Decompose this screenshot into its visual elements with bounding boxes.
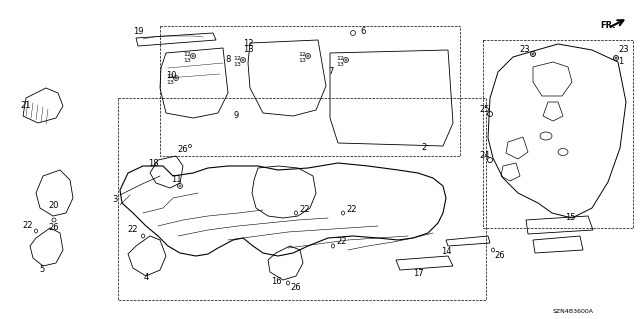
Text: 12: 12 xyxy=(233,56,241,62)
Text: 19: 19 xyxy=(132,26,143,35)
Text: 12: 12 xyxy=(298,53,306,57)
Text: 12: 12 xyxy=(183,53,191,57)
Text: 21: 21 xyxy=(20,100,31,109)
Text: 13: 13 xyxy=(243,46,253,55)
Text: 16: 16 xyxy=(271,278,282,286)
Text: 14: 14 xyxy=(441,248,451,256)
Text: 17: 17 xyxy=(413,270,423,278)
Text: 11: 11 xyxy=(171,175,181,184)
Text: 12: 12 xyxy=(243,39,253,48)
Text: 4: 4 xyxy=(143,273,148,283)
Text: 15: 15 xyxy=(564,213,575,222)
Text: 13: 13 xyxy=(233,62,241,66)
Text: 12: 12 xyxy=(336,56,344,62)
Text: 13: 13 xyxy=(166,79,174,85)
Text: 12: 12 xyxy=(166,75,174,79)
Text: 22: 22 xyxy=(23,221,33,231)
Text: 24: 24 xyxy=(480,151,490,160)
Text: 6: 6 xyxy=(360,26,365,35)
Text: 26: 26 xyxy=(291,284,301,293)
Text: 5: 5 xyxy=(40,265,45,275)
Text: 2: 2 xyxy=(421,144,427,152)
Text: 13: 13 xyxy=(183,57,191,63)
Text: 7: 7 xyxy=(328,66,333,76)
Text: 8: 8 xyxy=(225,56,230,64)
Text: 23: 23 xyxy=(619,46,629,55)
Text: 22: 22 xyxy=(300,204,310,213)
Text: 22: 22 xyxy=(128,226,138,234)
Text: 3: 3 xyxy=(112,196,118,204)
Text: 13: 13 xyxy=(298,57,306,63)
Text: 1: 1 xyxy=(618,57,623,66)
Text: 18: 18 xyxy=(148,159,158,167)
Text: 10: 10 xyxy=(166,71,176,80)
Text: 22: 22 xyxy=(347,204,357,213)
Text: FR.: FR. xyxy=(600,21,616,31)
Text: 20: 20 xyxy=(49,202,60,211)
Text: 23: 23 xyxy=(520,44,531,54)
Text: 22: 22 xyxy=(337,238,348,247)
Text: 9: 9 xyxy=(234,112,239,121)
Text: 26: 26 xyxy=(178,145,188,154)
Text: 26: 26 xyxy=(49,224,60,233)
Text: SZN4B3600A: SZN4B3600A xyxy=(553,309,594,314)
Text: 25: 25 xyxy=(480,105,490,114)
Text: 13: 13 xyxy=(336,62,344,66)
Text: 26: 26 xyxy=(495,251,506,261)
